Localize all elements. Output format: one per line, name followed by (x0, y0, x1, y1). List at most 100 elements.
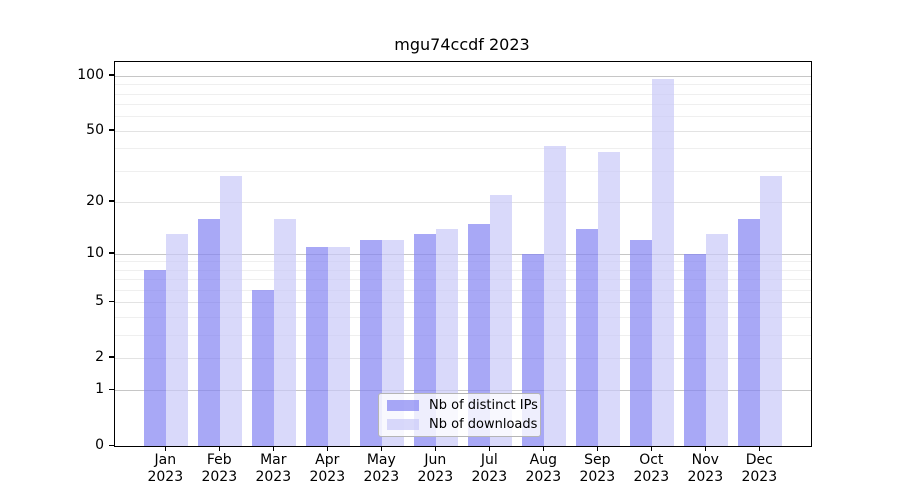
x-tick-label-jan: Jan 2023 (135, 452, 195, 486)
x-tick-year: 2023 (201, 469, 238, 485)
legend-label-distinct-ips: Nb of distinct IPs (429, 398, 538, 413)
x-tick-month: Feb (206, 452, 232, 468)
y-tick-100 (109, 74, 114, 76)
y-tick-2 (109, 356, 114, 358)
x-tick-label-mar: Mar 2023 (243, 452, 303, 486)
x-tick-may (380, 446, 383, 451)
legend-item-distinct-ips: Nb of distinct IPs (387, 398, 538, 414)
y-tick-20 (109, 200, 114, 202)
x-tick-label-nov: Nov 2023 (675, 452, 735, 486)
x-tick-label-sep: Sep 2023 (567, 452, 627, 486)
x-tick-label-jul: Jul 2023 (459, 452, 519, 486)
gridline-y-8 (115, 269, 811, 271)
x-tick-year: 2023 (471, 469, 508, 485)
bar-downloads-nov (706, 234, 729, 446)
x-tick-month: Mar (260, 452, 287, 468)
bar-downloads-sep (598, 152, 621, 446)
legend-label-downloads: Nb of downloads (429, 417, 538, 432)
gridline-y-40 (115, 148, 811, 150)
y-tick-label-100: 100 (77, 66, 104, 83)
x-tick-oct (650, 446, 653, 451)
x-tick-label-dec: Dec 2023 (729, 452, 789, 486)
x-tick-nov (704, 446, 707, 451)
bar-distinct-ips-oct (630, 240, 653, 446)
x-tick-label-jun: Jun 2023 (405, 452, 465, 486)
y-tick-label-10: 10 (86, 244, 104, 261)
bar-distinct-ips-mar (252, 289, 275, 446)
x-tick-jul (488, 446, 491, 451)
y-tick-label-5: 5 (95, 293, 104, 310)
x-tick-year: 2023 (417, 469, 454, 485)
x-tick-label-may: May 2023 (351, 452, 411, 486)
x-tick-month: Apr (315, 452, 340, 468)
bar-distinct-ips-dec (738, 218, 761, 446)
plot-area: Nb of distinct IPs Nb of downloads (114, 61, 812, 447)
x-tick-year: 2023 (579, 469, 616, 485)
bar-downloads-apr (328, 246, 351, 446)
gridline-y-80 (115, 93, 811, 95)
x-tick-month: Sep (584, 452, 611, 468)
x-tick-dec (758, 446, 761, 451)
y-tick-1 (109, 388, 114, 391)
legend: Nb of distinct IPs Nb of downloads (378, 393, 541, 437)
bar-distinct-ips-feb (198, 218, 221, 446)
x-tick-month: Oct (639, 452, 664, 468)
gridline-y-50 (115, 130, 811, 132)
x-tick-month: Aug (529, 452, 557, 468)
y-tick-label-2: 2 (95, 348, 104, 365)
bar-downloads-dec (760, 175, 783, 446)
x-tick-month: Jul (480, 452, 498, 468)
x-tick-year: 2023 (633, 469, 670, 485)
gridline-y-6 (115, 289, 811, 291)
gridline-y-10 (115, 253, 811, 255)
x-tick-year: 2023 (363, 469, 400, 485)
bar-distinct-ips-jul (468, 223, 491, 446)
x-tick-feb (218, 446, 221, 451)
y-tick-label-0: 0 (95, 437, 104, 453)
bar-downloads-mar (274, 218, 297, 446)
x-tick-year: 2023 (255, 469, 292, 485)
gridline-y-90 (115, 84, 811, 86)
bar-distinct-ips-sep (576, 228, 599, 446)
gridline-y-20 (115, 201, 811, 203)
chart-title: mgu74ccdf 2023 (394, 35, 530, 54)
y-tick-10 (109, 252, 114, 254)
y-tick-50 (109, 129, 114, 131)
x-tick-aug (542, 446, 545, 451)
gridline-y-5 (115, 302, 811, 304)
x-tick-year: 2023 (525, 469, 562, 485)
gridline-y-30 (115, 170, 811, 172)
gridline-y-60 (115, 116, 811, 118)
x-tick-apr (326, 446, 329, 451)
bar-downloads-oct (652, 79, 675, 446)
x-tick-mar (272, 446, 275, 451)
gridline-y-100 (115, 75, 811, 77)
y-tick-5 (109, 300, 114, 303)
legend-swatch-downloads (387, 419, 419, 430)
y-tick-label-20: 20 (86, 192, 104, 209)
x-tick-jan (164, 446, 167, 451)
x-tick-year: 2023 (687, 469, 724, 485)
gridline-y-7 (115, 279, 811, 281)
x-tick-month: Jun (424, 452, 447, 468)
x-tick-month: Jan (154, 452, 177, 468)
legend-swatch-distinct-ips (387, 400, 419, 411)
bar-downloads-aug (544, 146, 567, 446)
x-tick-month: Dec (745, 452, 773, 468)
x-tick-year: 2023 (309, 469, 346, 485)
x-tick-label-apr: Apr 2023 (297, 452, 357, 486)
bar-distinct-ips-may (360, 240, 383, 446)
legend-item-downloads: Nb of downloads (387, 417, 537, 433)
bar-distinct-ips-apr (306, 246, 329, 446)
x-tick-label-feb: Feb 2023 (189, 452, 249, 486)
gridline-y-4 (115, 316, 811, 318)
y-tick-0 (109, 444, 114, 446)
gridline-y-2 (115, 357, 811, 359)
bar-downloads-jul (490, 194, 513, 446)
x-tick-month: Nov (691, 452, 719, 468)
x-tick-label-aug: Aug 2023 (513, 452, 573, 486)
gridline-y-3 (115, 334, 811, 336)
gridline-y-1 (115, 390, 811, 392)
x-tick-jun (434, 446, 437, 451)
